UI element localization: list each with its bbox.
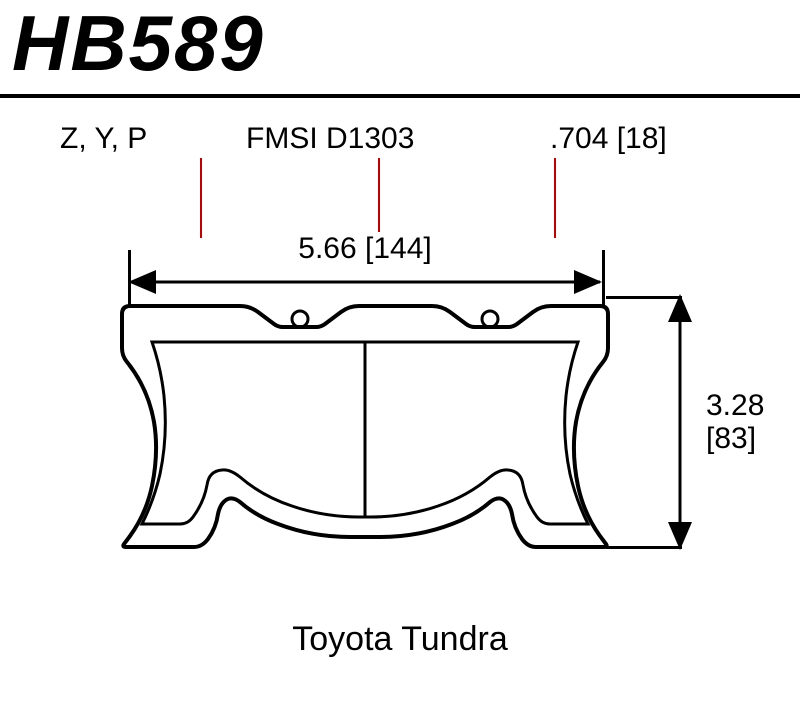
header-rule [0, 94, 800, 98]
mounting-hole-icon [292, 311, 308, 327]
arrow-up-icon [668, 294, 692, 322]
brake-pad-diagram [110, 296, 620, 552]
arrow-down-icon [668, 522, 692, 550]
arrow-left-icon [128, 270, 156, 294]
part-number: HB589 [12, 4, 788, 82]
height-mm: 83 [714, 422, 747, 455]
leader-line-thick [554, 158, 556, 238]
width-mm: 144 [373, 232, 423, 265]
height-value: 3.28 [83] [706, 389, 764, 455]
thickness-spec: .704 [18] [550, 122, 667, 156]
dimension-line [130, 281, 600, 284]
height-dimension: 3.28 [83] [660, 296, 700, 548]
dimension-line [679, 296, 682, 548]
height-in: 3.28 [706, 389, 764, 422]
fmsi-code: FMSI D1303 [246, 122, 414, 156]
leader-line-codes [200, 158, 202, 238]
vehicle-description: Toyota Tundra [0, 620, 800, 659]
header-bar: HB589 [0, 0, 800, 90]
arrow-right-icon [574, 270, 602, 294]
width-in: 5.66 [298, 232, 356, 265]
mounting-hole-icon [482, 311, 498, 327]
leader-line-fmsi [378, 158, 380, 238]
labels-row: Z, Y, P FMSI D1303 .704 [18] [0, 108, 800, 168]
width-value: 5.66 [144] [292, 232, 437, 266]
compound-codes: Z, Y, P [60, 122, 147, 156]
